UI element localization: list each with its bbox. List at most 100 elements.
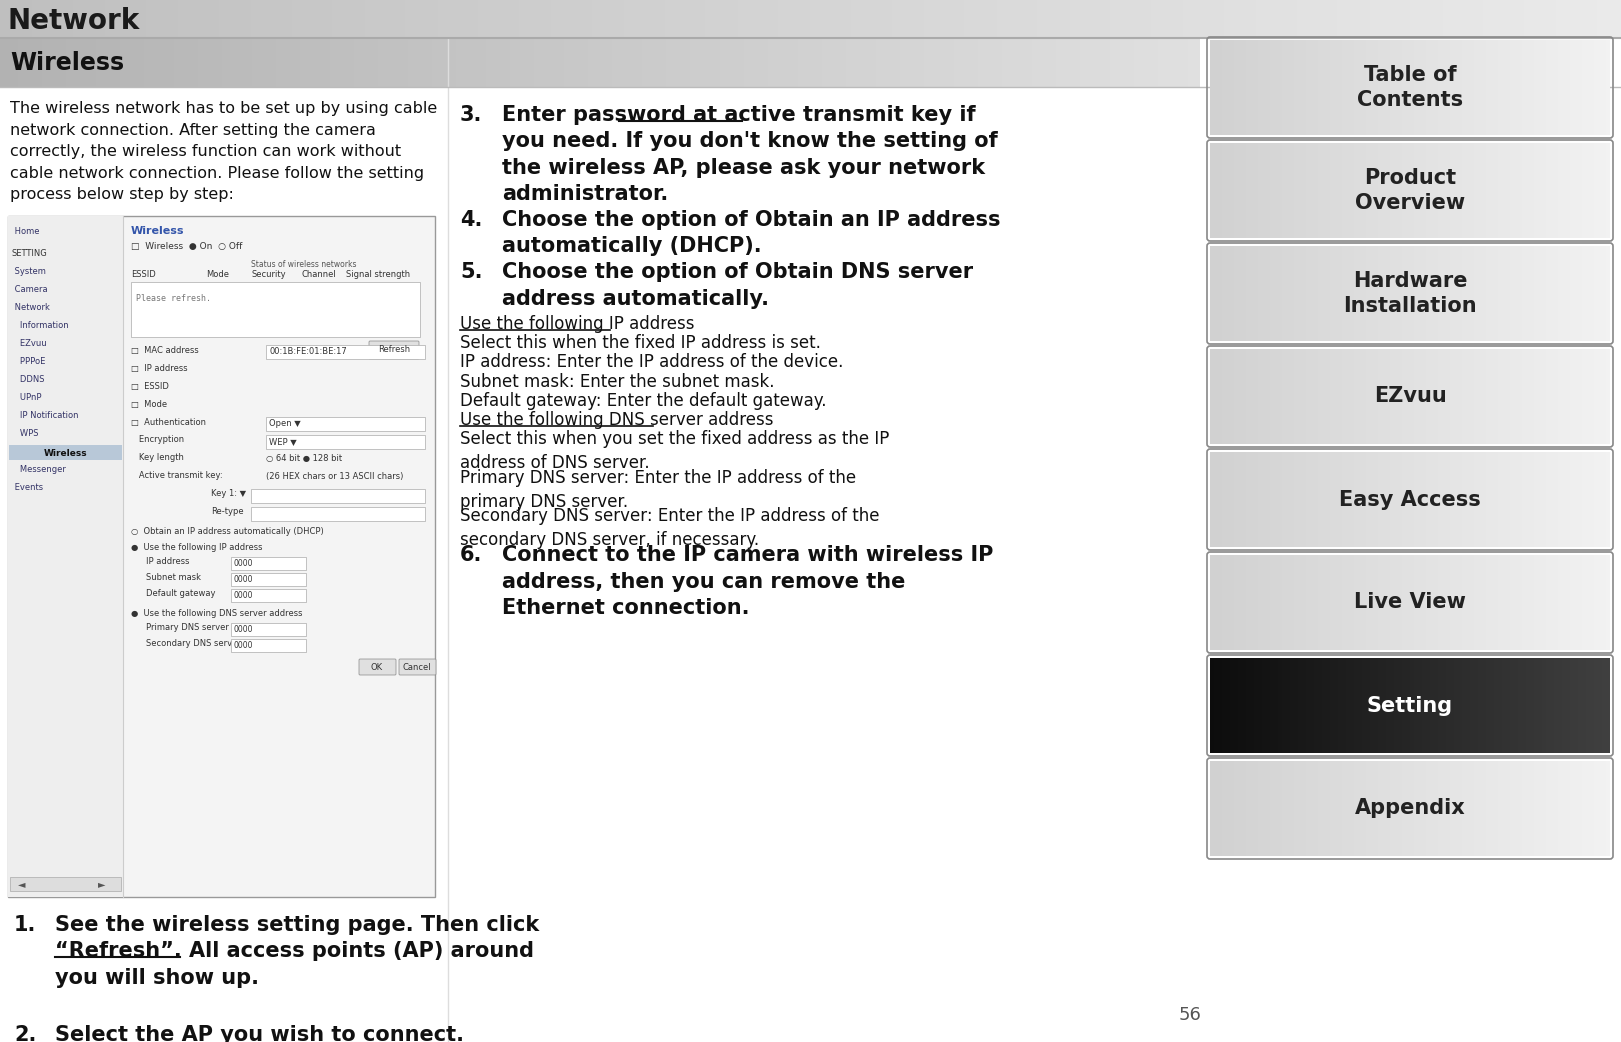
Text: ►: ►: [97, 879, 105, 889]
Text: ●  Use the following DNS server address: ● Use the following DNS server address: [131, 610, 303, 619]
Text: OK: OK: [371, 663, 383, 671]
FancyBboxPatch shape: [8, 216, 123, 897]
Text: IP address: Enter the IP address of the device.: IP address: Enter the IP address of the …: [460, 353, 843, 371]
FancyBboxPatch shape: [232, 623, 306, 636]
Text: Home: Home: [11, 227, 39, 237]
Text: Select this when the fixed IP address is set.: Select this when the fixed IP address is…: [460, 334, 820, 352]
Text: 0000: 0000: [233, 559, 253, 568]
Text: Information: Information: [11, 322, 68, 330]
Text: See the wireless setting page. Then click
“Refresh”. All access points (AP) arou: See the wireless setting page. Then clic…: [55, 915, 540, 988]
Text: Appendix: Appendix: [1355, 798, 1465, 819]
Text: □  IP address: □ IP address: [131, 364, 188, 372]
FancyBboxPatch shape: [266, 345, 425, 359]
Text: Active transmit key:: Active transmit key:: [131, 471, 222, 480]
Text: EZvuu: EZvuu: [11, 340, 47, 348]
Text: (26 HEX chars or 13 ASCII chars): (26 HEX chars or 13 ASCII chars): [266, 471, 404, 480]
FancyBboxPatch shape: [131, 282, 420, 337]
Text: Primary DNS server: Enter the IP address of the
primary DNS server.: Primary DNS server: Enter the IP address…: [460, 469, 856, 511]
Text: 4.: 4.: [460, 210, 483, 230]
Text: 0000: 0000: [233, 591, 253, 599]
Text: Status of wireless networks: Status of wireless networks: [251, 260, 357, 269]
Text: Secondary DNS server: Enter the IP address of the
secondary DNS server, if neces: Secondary DNS server: Enter the IP addre…: [460, 507, 880, 549]
FancyBboxPatch shape: [251, 489, 425, 503]
Text: Use the following DNS server address: Use the following DNS server address: [460, 411, 773, 429]
Text: ●  Use the following IP address: ● Use the following IP address: [131, 544, 263, 552]
FancyBboxPatch shape: [266, 435, 425, 449]
Text: 2.: 2.: [15, 1025, 36, 1042]
Text: Channel: Channel: [302, 270, 336, 279]
FancyBboxPatch shape: [370, 341, 418, 359]
FancyBboxPatch shape: [10, 877, 122, 891]
FancyBboxPatch shape: [251, 507, 425, 521]
Text: WPS: WPS: [11, 429, 39, 439]
Text: Network: Network: [8, 7, 141, 35]
Text: Wireless: Wireless: [44, 448, 88, 457]
Text: Setting: Setting: [1367, 695, 1452, 716]
Text: DDNS: DDNS: [11, 375, 44, 384]
Text: Use the following IP address: Use the following IP address: [460, 315, 694, 333]
Text: Primary DNS server: Primary DNS server: [146, 623, 229, 632]
Text: □  Wireless  ● On  ○ Off: □ Wireless ● On ○ Off: [131, 242, 243, 251]
FancyBboxPatch shape: [10, 445, 122, 460]
Text: Camera: Camera: [11, 286, 47, 295]
Text: Choose the option of Obtain DNS server
address automatically.: Choose the option of Obtain DNS server a…: [503, 263, 973, 308]
Text: 3.: 3.: [460, 105, 483, 125]
Text: Open ▼: Open ▼: [269, 420, 302, 428]
FancyBboxPatch shape: [232, 573, 306, 586]
Text: Wireless: Wireless: [10, 51, 125, 75]
Text: System: System: [11, 268, 45, 276]
Text: Network: Network: [11, 303, 50, 313]
Text: Refresh: Refresh: [378, 346, 410, 354]
FancyBboxPatch shape: [8, 216, 434, 897]
FancyBboxPatch shape: [358, 659, 396, 675]
Text: Subnet mask: Enter the subnet mask.: Subnet mask: Enter the subnet mask.: [460, 373, 775, 391]
Text: Re-type: Re-type: [211, 507, 243, 517]
Text: UPnP: UPnP: [11, 394, 42, 402]
Text: PPPoE: PPPoE: [11, 357, 45, 367]
Text: Secondary DNS server: Secondary DNS server: [146, 640, 242, 648]
Text: 0000: 0000: [233, 641, 253, 649]
FancyBboxPatch shape: [266, 417, 425, 431]
Text: Select the AP you wish to connect.: Select the AP you wish to connect.: [55, 1025, 464, 1042]
Text: Events: Events: [11, 483, 44, 493]
Text: Cancel: Cancel: [402, 663, 431, 671]
Text: Hardware
Installation: Hardware Installation: [1344, 271, 1477, 316]
Text: ESSID: ESSID: [131, 270, 156, 279]
Text: Connect to the IP camera with wireless IP
address, then you can remove the
Ether: Connect to the IP camera with wireless I…: [503, 545, 994, 618]
Text: Choose the option of Obtain an IP address
automatically (DHCP).: Choose the option of Obtain an IP addres…: [503, 210, 1000, 256]
Text: ◄: ◄: [18, 879, 26, 889]
Text: 6.: 6.: [460, 545, 483, 566]
Text: Security: Security: [251, 270, 285, 279]
Text: IP address: IP address: [146, 557, 190, 567]
Text: □  MAC address: □ MAC address: [131, 346, 199, 354]
Text: Select this when you set the fixed address as the IP
address of DNS server.: Select this when you set the fixed addre…: [460, 430, 890, 472]
Text: Key 1: ▼: Key 1: ▼: [211, 490, 246, 498]
Text: ○ 64 bit ● 128 bit: ○ 64 bit ● 128 bit: [266, 453, 342, 463]
Text: 00:1B:FE:01:BE:17: 00:1B:FE:01:BE:17: [269, 347, 347, 356]
Text: Product
Overview: Product Overview: [1355, 168, 1465, 213]
Text: Enter password at active transmit key if
you need. If you don't know the setting: Enter password at active transmit key if…: [503, 105, 999, 204]
Text: 5.: 5.: [460, 263, 483, 282]
Text: Default gateway: Default gateway: [146, 590, 216, 598]
Text: □  Mode: □ Mode: [131, 399, 167, 408]
Text: 56: 56: [1178, 1006, 1201, 1024]
Text: IP Notification: IP Notification: [11, 412, 78, 421]
Text: The wireless network has to be set up by using cable
network connection. After s: The wireless network has to be set up by…: [10, 101, 438, 202]
Text: Please refresh.: Please refresh.: [136, 294, 211, 303]
Text: EZvuu: EZvuu: [1373, 387, 1446, 406]
Text: Signal strength: Signal strength: [345, 270, 410, 279]
Text: Easy Access: Easy Access: [1339, 490, 1482, 510]
FancyBboxPatch shape: [399, 659, 436, 675]
Text: WEP ▼: WEP ▼: [269, 438, 297, 447]
Text: ○  Obtain an IP address automatically (DHCP): ○ Obtain an IP address automatically (DH…: [131, 527, 324, 537]
Text: Subnet mask: Subnet mask: [146, 573, 201, 582]
Text: 0000: 0000: [233, 574, 253, 584]
FancyBboxPatch shape: [232, 639, 306, 652]
FancyBboxPatch shape: [232, 589, 306, 602]
Text: Key length: Key length: [131, 453, 183, 463]
Text: Default gateway: Enter the default gateway.: Default gateway: Enter the default gatew…: [460, 392, 827, 410]
Text: □  ESSID: □ ESSID: [131, 381, 169, 391]
Text: Messenger: Messenger: [11, 466, 66, 474]
Text: Wireless: Wireless: [131, 226, 185, 235]
Text: 1.: 1.: [15, 915, 36, 935]
